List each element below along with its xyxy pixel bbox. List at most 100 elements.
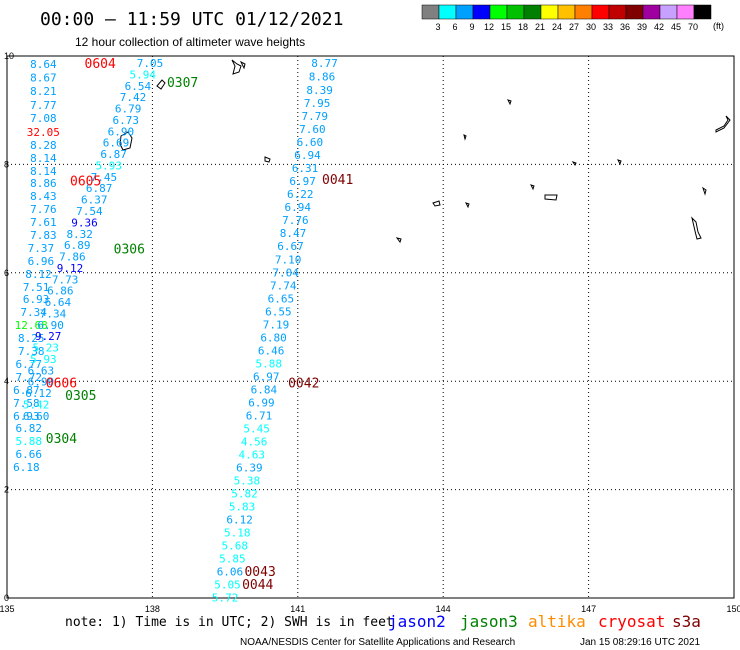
legend-tick-label: 15 (501, 22, 511, 32)
swh-value-label: 6.64 (45, 296, 72, 309)
swh-value-label: 6.55 (265, 305, 292, 318)
legend-tick-label: 42 (654, 22, 664, 32)
swh-value-label: 7.95 (304, 97, 331, 110)
satellite-label: s3a (672, 612, 701, 631)
legend-tick-label: 21 (535, 22, 545, 32)
swh-value-label: 7.04 (272, 266, 299, 279)
swh-value-label: 6.87 (86, 182, 113, 195)
satellite-label: cryosat (598, 612, 665, 631)
time-label: 0041 (322, 173, 353, 188)
swh-value-label: 5.93 (96, 159, 123, 172)
swh-value-label: 8.86 (30, 177, 57, 190)
swh-value-label: 5.68 (222, 539, 249, 552)
swh-value-label: 6.06 (217, 565, 244, 578)
x-tick-label: 141 (290, 604, 305, 614)
swh-value-label: 5.83 (229, 500, 256, 513)
legend-swatch (591, 4, 610, 20)
swh-value-label: 7.05 (137, 57, 164, 70)
swh-value-label: 6.89 (64, 239, 91, 252)
legend-swatch (506, 4, 525, 20)
legend-swatch (438, 4, 457, 20)
island-outline (691, 216, 702, 240)
swh-value-label: 7.45 (91, 171, 118, 184)
legend-tick-label: 3 (435, 22, 440, 32)
island-outline (264, 156, 271, 163)
legend-swatch (676, 4, 695, 20)
swh-value-label: 6.90 (28, 376, 55, 389)
swh-value-label: 6.94 (294, 149, 321, 162)
swh-value-label: 7.08 (30, 112, 57, 125)
swh-value-label: 7.60 (299, 123, 326, 136)
legend-swatch (574, 4, 593, 20)
swh-value-label: 8.14 (30, 152, 57, 165)
swh-value-label: 8.28 (30, 139, 57, 152)
swh-value-label: 6.90 (108, 125, 135, 138)
swh-value-label: 7.10 (275, 253, 302, 266)
swh-value-label: 5.85 (219, 552, 246, 565)
swh-value-label: 6.93 (13, 410, 40, 423)
swh-value-label: 5.72 (212, 591, 239, 604)
island-outline (544, 194, 558, 201)
swh-value-label: 5.38 (234, 474, 261, 487)
swh-value-label: 7.74 (270, 279, 297, 292)
legend-swatch (540, 4, 559, 20)
island-outline (239, 60, 246, 70)
footer-note: note: 1) Time is in UTC; 2) SWH is in fe… (65, 615, 394, 630)
swh-value-label: 6.87 (100, 148, 127, 161)
swh-value-label: 7.76 (282, 214, 309, 227)
swh-value-label: 6.60 (297, 136, 324, 149)
swh-value-label: 7.37 (28, 242, 55, 255)
time-label: 0307 (167, 76, 198, 91)
legend-tick-label: 36 (620, 22, 630, 32)
swh-value-label: 8.43 (30, 190, 57, 203)
swh-value-label: 8.47 (280, 227, 307, 240)
island-outline (617, 159, 622, 166)
swh-value-label: 8.86 (309, 71, 336, 84)
legend-swatch (659, 4, 678, 20)
swh-value-label: 5.88 (255, 357, 282, 370)
swh-value-label: 9.12 (57, 262, 84, 275)
x-tick-label: 147 (581, 604, 596, 614)
island-outline (395, 237, 402, 244)
y-tick-label: 2 (4, 485, 9, 495)
swh-value-label: 7.42 (120, 91, 147, 104)
swh-value-label: 6.97 (289, 175, 316, 188)
island-outline (432, 200, 441, 207)
legend-tick-label: 24 (552, 22, 562, 32)
legend-tick-label: 27 (569, 22, 579, 32)
island-outline (702, 186, 707, 196)
swh-value-label: 7.86 (59, 251, 86, 264)
legend-swatch (523, 4, 542, 20)
satellite-label: jason2 (388, 612, 446, 631)
legend-tick-label: 39 (637, 22, 647, 32)
time-label: 0604 (85, 57, 116, 72)
island-outline (465, 202, 470, 209)
swh-value-label: 5.05 (214, 578, 241, 591)
swh-value-label: 6.99 (248, 396, 275, 409)
satellite-label: jason3 (460, 612, 518, 631)
swh-value-label: 6.93 (23, 293, 50, 306)
swh-value-label: 6.82 (16, 422, 43, 435)
time-label: 0606 (46, 376, 77, 391)
swh-value-label: 8.14 (30, 165, 57, 178)
island-outline (530, 184, 535, 191)
swh-value-label: 9.36 (71, 216, 98, 229)
legend-swatch (421, 4, 440, 20)
swh-value-label: 7.79 (302, 110, 329, 123)
swh-value-label: 7.77 (30, 99, 57, 112)
swh-value-label: 6.39 (236, 461, 263, 474)
chart-title: 00:00 – 11:59 UTC 01/12/2021 (40, 9, 343, 30)
swh-value-label: 4.56 (241, 435, 268, 448)
swh-value-label: 8.32 (66, 228, 93, 241)
swh-value-label: 7.38 (18, 345, 45, 358)
swh-value-label: 5.93 (30, 353, 57, 366)
time-label: 0304 (46, 432, 77, 447)
time-label: 0306 (114, 242, 145, 257)
island-outline (507, 99, 512, 106)
y-tick-label: 6 (4, 268, 9, 278)
swh-value-label: 6.12 (226, 513, 253, 526)
swh-value-label: 6.73 (112, 114, 139, 127)
swh-value-label: 7.61 (30, 216, 57, 229)
time-label: 0043 (244, 565, 275, 580)
plot-frame (6, 55, 735, 599)
